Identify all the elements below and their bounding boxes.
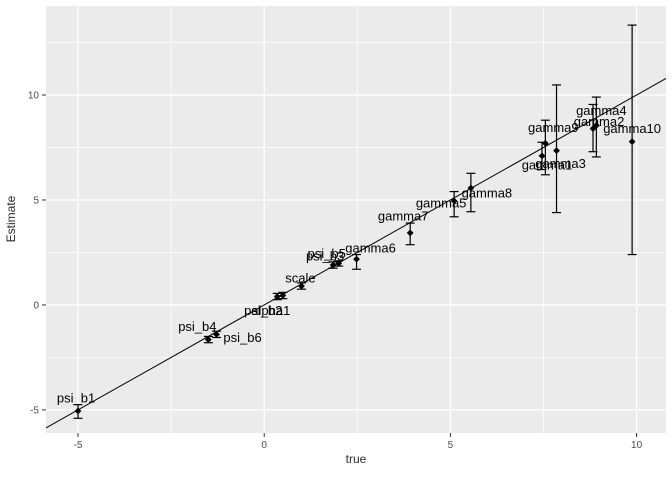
point-label: psi_b4 <box>178 319 216 334</box>
data-point <box>204 336 212 343</box>
panel-background <box>46 6 666 433</box>
data-point <box>406 229 414 237</box>
data-point <box>329 261 337 269</box>
y-axis-ticks: -5 0 5 10 <box>28 91 46 416</box>
point-label: psi_b6 <box>223 330 261 345</box>
point-label: gamma10 <box>603 121 661 136</box>
data-point <box>592 122 600 129</box>
x-axis-title: true <box>346 452 367 466</box>
point-label: gamma6 <box>345 241 396 256</box>
point-label: gamma8 <box>462 186 513 201</box>
y-tick-label: -5 <box>30 405 39 416</box>
data-point <box>353 255 360 263</box>
point-label: psi_b5 <box>308 246 346 261</box>
y-tick-label: 5 <box>33 195 39 206</box>
point-label: psi_b1 <box>57 390 95 405</box>
identity-line <box>45 77 667 429</box>
data-point <box>553 147 560 155</box>
x-tick-label: 10 <box>631 440 643 451</box>
point-label: psi_b3 <box>306 249 344 264</box>
point-label: gamma1 <box>522 157 573 172</box>
data-point <box>273 293 281 300</box>
point-label: gamma3 <box>535 156 586 171</box>
data-point <box>589 125 597 132</box>
x-axis-ticks: -5 0 5 10 <box>74 433 643 451</box>
grid-minor <box>46 6 666 433</box>
point-label: psi_b2 <box>244 303 282 318</box>
data-point <box>335 259 343 267</box>
y-axis-title: Estimate <box>4 195 18 242</box>
data-point <box>279 292 287 299</box>
data-point <box>541 139 549 147</box>
data-points <box>74 122 636 415</box>
data-point <box>467 184 475 192</box>
grid-major <box>46 6 666 433</box>
data-point <box>74 407 82 415</box>
data-point <box>538 152 546 160</box>
point-label: alpha1 <box>251 303 290 318</box>
data-point <box>213 330 220 338</box>
x-tick-label: -5 <box>74 440 83 451</box>
point-label: gamma2 <box>574 114 625 129</box>
point-label: gamma9 <box>528 120 579 135</box>
point-label: gamma7 <box>378 208 429 223</box>
x-tick-label: 5 <box>448 440 454 451</box>
x-tick-label: 0 <box>261 440 267 451</box>
y-tick-label: 0 <box>33 300 39 311</box>
point-label: gamma4 <box>576 103 627 118</box>
data-point <box>298 282 305 290</box>
y-tick-label: 10 <box>28 91 40 102</box>
point-label: scale <box>285 271 315 286</box>
data-point <box>450 197 458 205</box>
point-label: gamma5 <box>416 196 467 211</box>
data-point <box>628 138 636 146</box>
